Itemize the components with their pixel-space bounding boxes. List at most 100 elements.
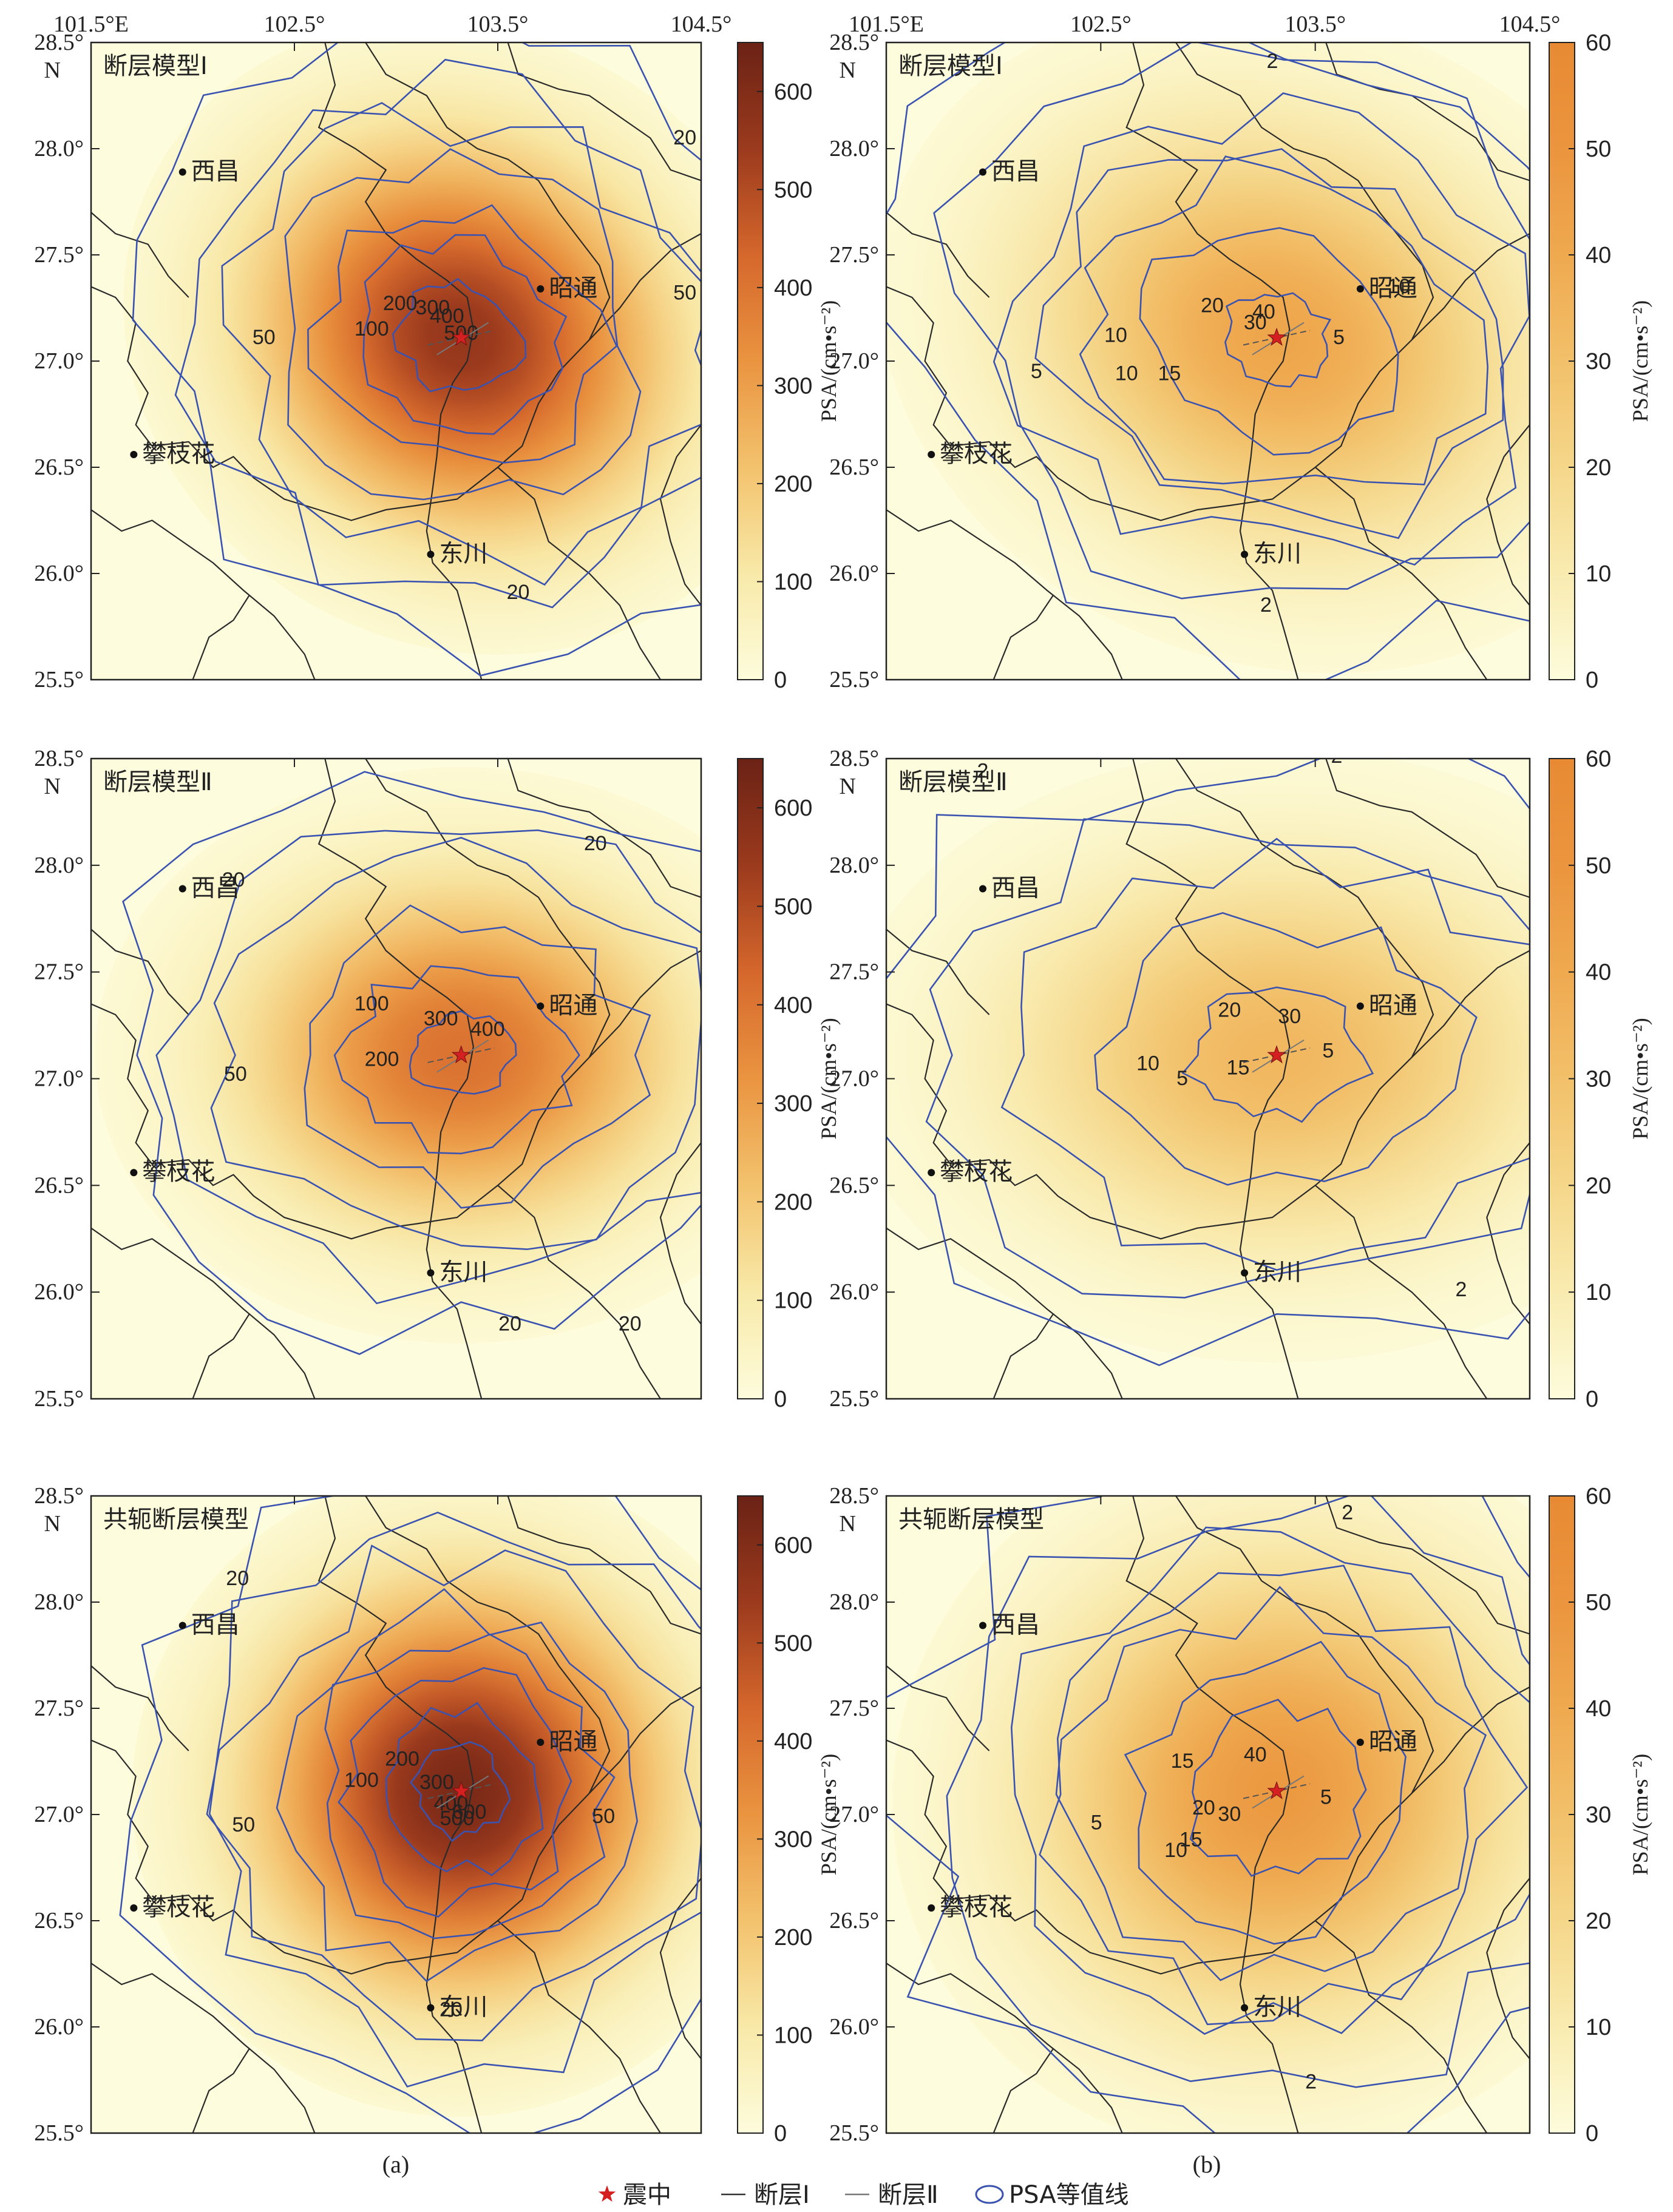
admin-boundary [1314, 1920, 1488, 2133]
lon-tick-label: 102.5° [1070, 12, 1132, 37]
psa-contour [1039, 1564, 1529, 2026]
admin-boundary [365, 1496, 560, 1666]
lat-tick-label: 25.5° [34, 1386, 84, 1412]
psa-contour [208, 1511, 701, 2088]
admin-boundary [659, 1878, 701, 2060]
city-marker [928, 1904, 935, 1912]
contour-label: 2 [1455, 1278, 1467, 1301]
contour-label: 15 [1171, 1750, 1194, 1773]
lon-tick-label: 103.5° [1284, 12, 1346, 37]
colorbar-tick-label: 10 [1586, 561, 1611, 587]
colorbar-label: PSA/(cm•s⁻²) [1628, 1018, 1652, 1139]
city-marker [928, 1169, 935, 1177]
contour-label: 10 [1104, 324, 1127, 347]
colorbar-tick-label: 100 [774, 1288, 812, 1314]
colorbar-tick-label: 0 [774, 1387, 787, 1412]
lat-tick-label: 26.0° [34, 1279, 84, 1305]
psa-contour [338, 1667, 572, 1918]
legend-contour-icon [975, 2185, 1004, 2204]
admin-boundary [1314, 1185, 1488, 1399]
city-marker [537, 1002, 545, 1010]
city-marker [130, 1169, 138, 1177]
city-label: 攀枝花 [142, 1158, 215, 1186]
admin-boundary [507, 1496, 701, 1635]
admin-boundary [91, 509, 316, 680]
contour-label: 20 [1218, 999, 1241, 1022]
colorbar-tick-label: 40 [1586, 243, 1611, 268]
city-marker [537, 1739, 545, 1746]
contour-label: 5 [1031, 360, 1042, 383]
lat-tick-label: 26.5° [34, 1172, 84, 1198]
panel-title: 断层模型Ⅱ [103, 768, 212, 796]
colorbar-tick-label: 60 [1586, 30, 1611, 56]
lat-tick-label: 27.5° [34, 242, 84, 268]
lon-tick-label: 104.5° [671, 12, 732, 37]
lat-tick-label: 27.0° [34, 1802, 84, 1827]
lat-tick-label: 25.5° [829, 2120, 879, 2146]
colorbar-tick-label: 500 [774, 1631, 812, 1656]
contour-label: 20 [1201, 294, 1224, 317]
psa-contour [307, 204, 618, 464]
admin-boundary [497, 1185, 661, 1399]
psa-contour [324, 1633, 616, 1940]
colorbar-tick-label: 200 [774, 1925, 812, 1950]
colorbar: 0 10 20 30 40 50 60 PSA/(cm•s⁻²) [1549, 30, 1652, 693]
admin-boundary [558, 928, 611, 1058]
colorbar-tick-label: 300 [774, 373, 812, 399]
city-marker [537, 285, 545, 293]
psa-contour [122, 771, 701, 1355]
city-marker [427, 1269, 435, 1277]
contour-label: 2 [977, 760, 989, 783]
lat-tick-label: 26.0° [34, 561, 84, 586]
colorbar: 0 10 20 30 40 50 60 PSA/(cm•s⁻²) [1549, 746, 1652, 1412]
city-label: 西昌 [991, 158, 1040, 186]
admin-boundary [886, 1665, 990, 1751]
colorbar-tick-label: 20 [1586, 455, 1611, 481]
city-label: 东川 [1253, 1259, 1301, 1287]
admin-boundary [1325, 1496, 1530, 1635]
colorbar: 0 100 200 300 400 500 600 PSA/(cm•s⁻²) [737, 1495, 841, 2146]
colorbar-tick-label: 400 [774, 993, 812, 1018]
lat-tick-label: 28.5° [829, 1483, 879, 1509]
contour-label: 50 [253, 326, 276, 349]
city-label: 昭通 [1369, 992, 1417, 1020]
contour-label: 5 [1322, 1039, 1334, 1062]
admin-boundary [886, 1227, 1123, 1399]
epicenter-star-icon [1267, 1045, 1286, 1064]
admin-boundary [1486, 1142, 1530, 1325]
city-label: 昭通 [549, 274, 597, 302]
colorbar-tick-label: 600 [774, 796, 812, 821]
colorbar-label: PSA/(cm•s⁻²) [1628, 300, 1652, 422]
psa-contour [925, 818, 1530, 1299]
lat-unit-label: N [840, 58, 856, 83]
admin-boundary [1175, 759, 1380, 930]
admin-boundary [993, 1313, 1054, 1399]
colorbar: 0 10 20 30 40 50 60 PSA/(cm•s⁻²) [1549, 1484, 1652, 2146]
psa-contour [1034, 148, 1504, 539]
admin-boundary [886, 233, 1530, 521]
psa-contour [304, 904, 651, 1209]
contour-label: 20 [584, 832, 607, 855]
lat-tick-label: 28.5° [34, 746, 84, 771]
column-caption: (a) [382, 2151, 409, 2178]
legend-epicenter-label: 震中 [623, 2181, 671, 2209]
psa-contour [333, 965, 580, 1155]
contour-label: 100 [355, 317, 389, 340]
lat-tick-label: 27.5° [829, 242, 879, 268]
psa-contour [946, 1496, 1530, 2088]
contour-label: 30 [1218, 1803, 1241, 1826]
contour-label: 40 [1244, 1744, 1267, 1767]
colorbar-tick-label: 10 [1586, 1280, 1611, 1305]
lat-unit-label: N [44, 774, 61, 799]
lat-tick-label: 26.0° [829, 2014, 879, 2040]
psa-contour [993, 92, 1530, 566]
colorbar-tick-label: 0 [1586, 1387, 1598, 1412]
psa-contour [933, 42, 1530, 600]
city-label: 攀枝花 [142, 440, 215, 468]
city-marker [178, 168, 186, 176]
colorbar-tick-label: 50 [1586, 853, 1611, 879]
admin-boundary [886, 509, 1123, 680]
colorbar-tick-label: 20 [1586, 1909, 1611, 1934]
psa-heat-field [95, 767, 701, 1344]
psa-contour [1189, 1699, 1367, 1877]
